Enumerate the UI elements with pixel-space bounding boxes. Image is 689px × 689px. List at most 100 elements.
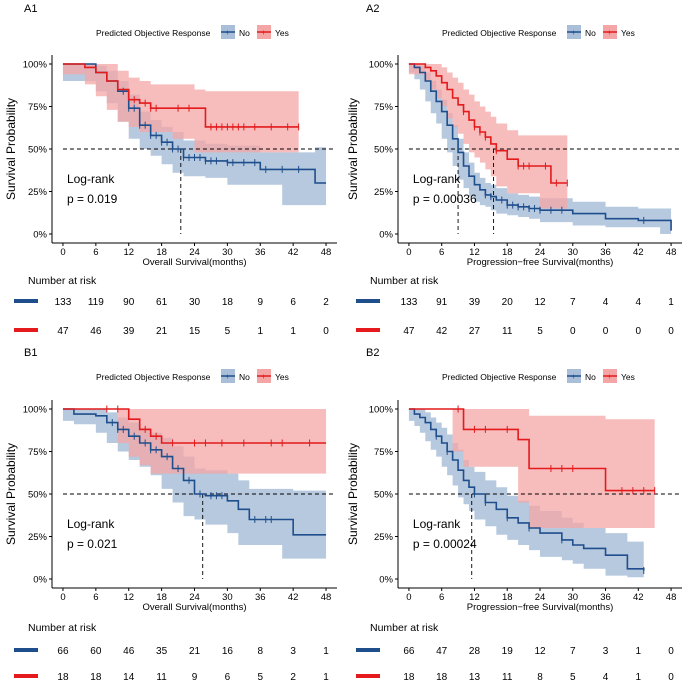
risk-count-yes: 15 [189,326,201,337]
x-tick-label: 18 [156,592,167,603]
risk-count-no: 9 [257,297,263,308]
panel-b1: B1 Predicted Objective Response + No + Yes 0% 2… [4,347,337,683]
risk-count-no: 1 [668,297,674,308]
risk-count-yes: 18 [57,672,69,683]
risk-count-yes: 0 [636,326,642,337]
risk-count-yes: 0 [323,326,329,337]
risk-count-no: 46 [123,646,135,657]
p-value: p = 0.021 [67,537,118,551]
x-tick-label: 48 [321,592,332,603]
y-tick-label: 75% [28,447,48,458]
y-tick-label: 75% [374,447,394,458]
legend: Predicted Objective Response + No + Yes [442,369,635,383]
y-tick-label: 100% [369,60,394,71]
legend-censor-yes: + [261,372,266,381]
legend-title: Predicted Objective Response [442,28,557,38]
y-axis-label: Survival Probability [4,443,18,545]
risk-count-yes: 5 [570,672,576,683]
legend-censor-yes: + [607,372,612,381]
km-curve-yes [62,408,327,444]
legend-censor-no: + [225,372,230,381]
x-axis-label: Overall Survival(months) [143,602,247,613]
km-curve-yes [408,63,568,184]
y-tick-label: 0% [33,230,47,241]
risk-count-yes: 0 [668,326,674,337]
risk-count-yes: 47 [57,326,69,337]
ci-band-no [408,409,644,578]
risk-count-no: 1 [323,646,329,657]
risk-count-yes: 1 [290,326,296,337]
x-tick-label: 0 [406,247,411,258]
risk-count-yes: 27 [469,326,481,337]
x-tick-label: 36 [255,592,266,603]
legend-censor-yes: + [607,28,612,37]
legend-censor-no: + [225,28,230,37]
x-tick-label: 48 [666,592,677,603]
y-tick-label: 0% [379,230,393,241]
x-tick-label: 6 [439,247,444,258]
risk-count-no: 35 [156,646,168,657]
y-axis-label: Survival Probability [346,98,360,200]
x-tick-label: 30 [222,247,233,258]
y-tick-label: 50% [28,490,48,501]
risk-count-no: 21 [189,646,201,657]
risk-table-title: Number at risk [370,275,439,287]
risk-count-no: 7 [570,297,576,308]
legend-label-no: No [239,28,250,38]
y-tick-label: 50% [374,490,394,501]
risk-count-no: 0 [668,646,674,657]
x-tick-label: 42 [288,592,299,603]
risk-count-no: 4 [603,297,609,308]
x-tick-label: 36 [600,592,611,603]
x-tick-label: 30 [222,592,233,603]
risk-count-no: 90 [123,297,135,308]
risk-count-no: 18 [222,297,234,308]
logrank-label: Log-rank [67,517,115,531]
risk-count-yes: 5 [537,326,543,337]
risk-count-yes: 1 [257,326,263,337]
risk-count-yes: 18 [90,672,102,683]
y-tick-label: 25% [28,532,48,543]
risk-count-yes: 11 [156,672,167,683]
risk-table: Number at risk 66 47 28 19 12 7 3 1 0 18 18 13 11 8 5 4 1… [356,622,674,683]
logrank-label: Log-rank [413,172,461,186]
risk-count-yes: 39 [123,326,135,337]
panel-b2: B2 Predicted Objective Response + No + Yes 0% 2… [346,347,682,683]
risk-count-no: 28 [469,646,481,657]
x-tick-label: 6 [93,592,98,603]
risk-table-title: Number at risk [28,622,97,634]
risk-count-yes: 0 [668,672,674,683]
y-tick-label: 100% [23,405,48,416]
y-tick-label: 25% [374,187,394,198]
risk-count-yes: 14 [123,672,135,683]
legend-label-yes: Yes [275,372,289,382]
x-tick-label: 48 [321,247,332,258]
x-tick-label: 24 [535,592,546,603]
y-axis-label: Survival Probability [4,98,18,200]
risk-table: Number at risk 133 91 39 20 12 7 4 4 1 47 42 27 11 5 0 0… [356,275,674,337]
risk-count-no: 1 [636,646,642,657]
x-tick-label: 30 [567,592,578,603]
legend-label-no: No [239,372,250,382]
y-tick-label: 75% [374,102,394,113]
x-tick-label: 30 [567,247,578,258]
risk-count-no: 12 [534,646,546,657]
km-curve-yes [62,63,299,128]
panel-label: B2 [366,347,379,359]
legend-label-yes: Yes [621,372,635,382]
risk-count-no: 119 [88,297,104,308]
panel-a2: A2 Predicted Objective Response + No + Yes 0% 2… [346,3,682,337]
x-tick-label: 12 [123,592,134,603]
risk-count-no: 30 [189,297,201,308]
risk-count-yes: 11 [502,326,513,337]
risk-count-no: 3 [290,646,296,657]
risk-count-no: 66 [57,646,69,657]
risk-count-no: 19 [502,646,514,657]
x-tick-label: 0 [60,592,65,603]
risk-count-no: 6 [290,297,296,308]
risk-count-yes: 0 [603,326,609,337]
x-tick-label: 18 [156,247,167,258]
risk-count-no: 66 [403,646,415,657]
